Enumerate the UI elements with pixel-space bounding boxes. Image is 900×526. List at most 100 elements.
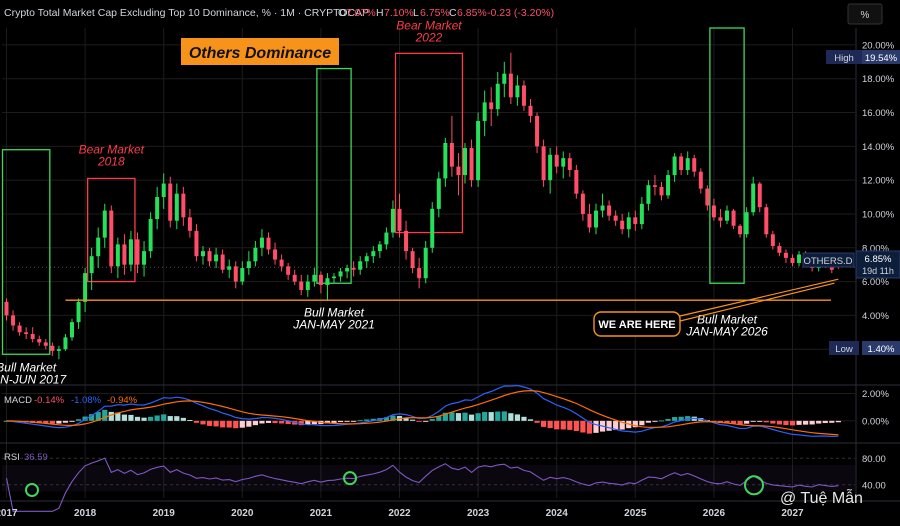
high-label: H — [376, 7, 384, 19]
y-tick-label: 8.00% — [862, 243, 889, 254]
candle-body — [24, 332, 29, 334]
candle-body — [220, 254, 225, 270]
low-label: L — [413, 7, 419, 19]
candle-body — [548, 154, 553, 181]
high-tag-value-box — [862, 50, 900, 64]
macd-histogram-bar — [89, 414, 95, 421]
macd-title: MACD — [4, 395, 32, 406]
macd-histogram-bar — [180, 417, 186, 421]
percent-button-frame[interactable] — [847, 3, 883, 25]
macd-histogram-bar — [796, 420, 802, 425]
candle-body — [63, 337, 68, 350]
candle-body — [561, 158, 566, 167]
x-tick-label: 2018 — [74, 508, 97, 519]
macd-histogram-bar — [789, 420, 796, 426]
open-value: 7.07% — [346, 7, 376, 19]
macd-histogram-bar — [69, 420, 75, 422]
y-tick-label: 10.00% — [862, 209, 895, 220]
macd-histogram-bar — [730, 420, 737, 424]
percent-button-label[interactable]: % — [861, 10, 870, 21]
candle-body — [201, 251, 205, 257]
zone-label: Bear Market — [396, 18, 462, 32]
low-tag-name: Low — [835, 344, 853, 355]
macd-histogram-bar — [311, 420, 317, 425]
macd-histogram-bar — [265, 420, 272, 423]
candles — [4, 52, 841, 360]
candle-body — [305, 281, 310, 291]
candle-body — [246, 261, 251, 269]
candle-body — [207, 251, 212, 262]
candle-body — [168, 183, 173, 221]
candle-body — [161, 183, 166, 198]
zone-sublabel: 2022 — [415, 30, 443, 44]
candle-body — [17, 325, 22, 333]
candle-body — [436, 178, 441, 209]
candle-body — [646, 185, 651, 204]
candle-body — [567, 158, 572, 170]
bear-market-zone — [394, 52, 464, 234]
candle-body — [482, 102, 487, 121]
rsi-tick-label: 80.00 — [862, 454, 886, 465]
candle-body — [443, 142, 448, 179]
high-tag-box — [826, 50, 862, 64]
candle-body — [96, 237, 101, 257]
candle-body — [43, 342, 48, 346]
candle-body — [214, 254, 219, 262]
macd-histogram-bar — [324, 420, 331, 424]
zone-label: Bull Market — [697, 312, 758, 326]
y-tick-label: 16.00% — [862, 108, 895, 119]
high-value: 7.10% — [384, 7, 414, 19]
macd-histogram-bar — [527, 419, 534, 421]
candle-body — [535, 115, 540, 147]
current-tag-value-box — [855, 250, 900, 279]
macd-histogram-bar — [351, 420, 357, 422]
candle-body — [620, 220, 625, 230]
macd-histogram-bar — [174, 416, 180, 421]
macd-hist-value: -0.14% — [34, 395, 65, 406]
percent-scale-button[interactable]: % — [847, 3, 883, 25]
current-tag-countdown: 19d 11h — [862, 266, 894, 276]
macd-histogram-bar — [36, 420, 42, 424]
macd-histogram-bar — [429, 418, 435, 421]
candle-body — [666, 175, 671, 196]
candle-body — [751, 183, 756, 213]
low-tag-box — [829, 341, 859, 355]
macd-histogram-bar — [403, 417, 409, 421]
candle-body — [76, 301, 81, 323]
macd-histogram-bar — [835, 420, 841, 423]
macd-histogram-bar — [423, 420, 429, 422]
candle-body — [155, 197, 160, 220]
macd-histogram-bar — [665, 418, 671, 421]
candle-body — [731, 210, 736, 226]
macd-histogram-bar — [541, 420, 547, 427]
macd-histogram-bar — [148, 416, 154, 421]
macd-histogram-bar — [750, 420, 756, 422]
price-label-high: High 19.54% — [826, 50, 900, 64]
macd-histogram-bar — [102, 409, 108, 421]
candle-body — [659, 186, 664, 196]
high-tag-value: 19.54% — [865, 53, 898, 64]
macd-histogram-bar — [495, 411, 501, 421]
macd-histogram-bar — [462, 412, 468, 421]
y-tick-label: 6.00% — [862, 277, 889, 288]
candle-body — [423, 247, 428, 279]
macd-histogram-bar — [678, 416, 684, 421]
zone-label: Bear Market — [79, 142, 145, 156]
macd-histogram-bar — [672, 417, 678, 421]
candle-body — [489, 102, 494, 110]
macd-histogram-bar — [213, 420, 219, 427]
candle-body — [797, 254, 802, 263]
x-tick-label: 2020 — [231, 508, 254, 519]
watermark: @ Tuệ Mẫn — [780, 488, 863, 507]
zone-label: Bull Market — [304, 305, 365, 319]
candle-body — [456, 166, 461, 176]
candle-body — [495, 83, 500, 110]
callout-pointer — [675, 282, 835, 323]
macd-histogram-bar — [75, 419, 82, 421]
x-tick-label: 2021 — [310, 508, 333, 519]
macd-histogram-bar — [652, 420, 658, 422]
candle-body — [364, 256, 369, 262]
candle-body — [652, 185, 657, 187]
candle-body — [417, 268, 422, 279]
